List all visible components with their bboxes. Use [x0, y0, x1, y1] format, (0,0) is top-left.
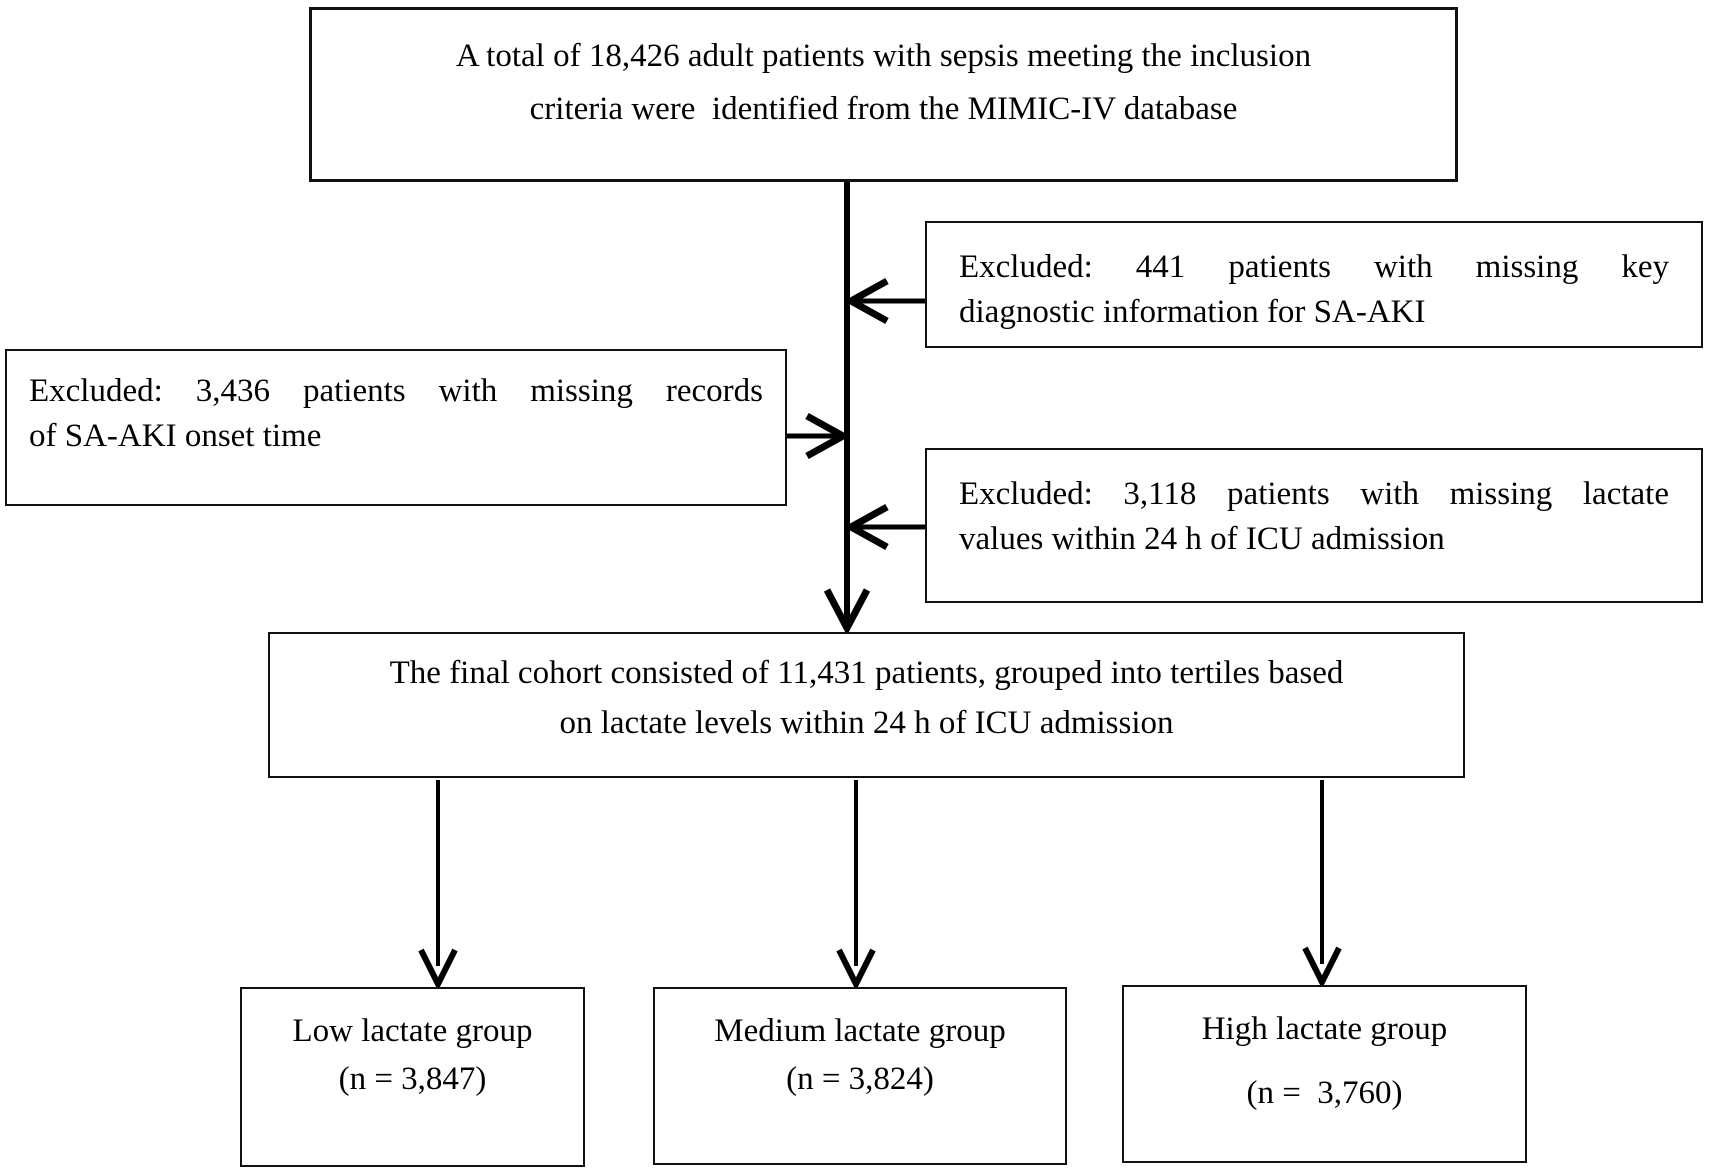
box-low-lactate-group: Low lactate group (n = 3,847)	[240, 987, 585, 1167]
final-cohort-text-line2: on lactate levels within 24 h of ICU adm…	[559, 705, 1174, 741]
box-initial-cohort: A total of 18,426 adult patients with se…	[309, 7, 1458, 182]
flow-line-main-arrow	[823, 181, 871, 636]
arrow-final-to-low	[418, 780, 458, 991]
excluded-diagnostic-text-line2: diagnostic information for SA-AKI	[959, 294, 1426, 330]
box-final-cohort: The final cohort consisted of 11,431 pat…	[268, 632, 1465, 778]
final-cohort-text-line1: The final cohort consisted of 11,431 pat…	[389, 655, 1344, 691]
box-medium-lactate-group: Medium lactate group (n = 3,824)	[653, 987, 1067, 1165]
medium-group-label: Medium lactate group	[714, 1013, 1006, 1049]
arrow-final-to-high	[1302, 780, 1342, 989]
excluded-onset-text-line1: Excluded: 3,436 patients with missing re…	[29, 373, 763, 409]
excluded-lactate-text-line2: values within 24 h of ICU admission	[959, 521, 1445, 557]
low-group-label: Low lactate group	[292, 1013, 533, 1049]
high-group-label: High lactate group	[1201, 1011, 1448, 1047]
arrow-excluded-3118	[843, 503, 925, 551]
initial-cohort-text-line1: A total of 18,426 adult patients with se…	[455, 38, 1312, 74]
excluded-onset-text-line2: of SA-AKI onset time	[29, 418, 322, 454]
arrow-excluded-3436	[787, 412, 851, 460]
box-excluded-missing-lactate: Excluded: 3,118 patients with missing la…	[925, 448, 1703, 603]
medium-group-count: (n = 3,824)	[786, 1061, 934, 1097]
high-group-count: (n = 3,760)	[1246, 1075, 1403, 1111]
box-excluded-missing-diagnostic: Excluded: 441 patients with missing key …	[925, 221, 1703, 348]
initial-cohort-text-line2: criteria were identified from the MIMIC-…	[529, 91, 1238, 127]
excluded-lactate-text-line1: Excluded: 3,118 patients with missing la…	[959, 476, 1669, 512]
excluded-diagnostic-text-line1: Excluded: 441 patients with missing key	[959, 249, 1669, 285]
arrow-final-to-medium	[836, 780, 876, 991]
low-group-count: (n = 3,847)	[338, 1061, 487, 1097]
arrow-excluded-441	[843, 277, 925, 325]
box-excluded-missing-onset: Excluded: 3,436 patients with missing re…	[5, 349, 787, 506]
box-high-lactate-group: High lactate group (n = 3,760)	[1122, 985, 1527, 1163]
